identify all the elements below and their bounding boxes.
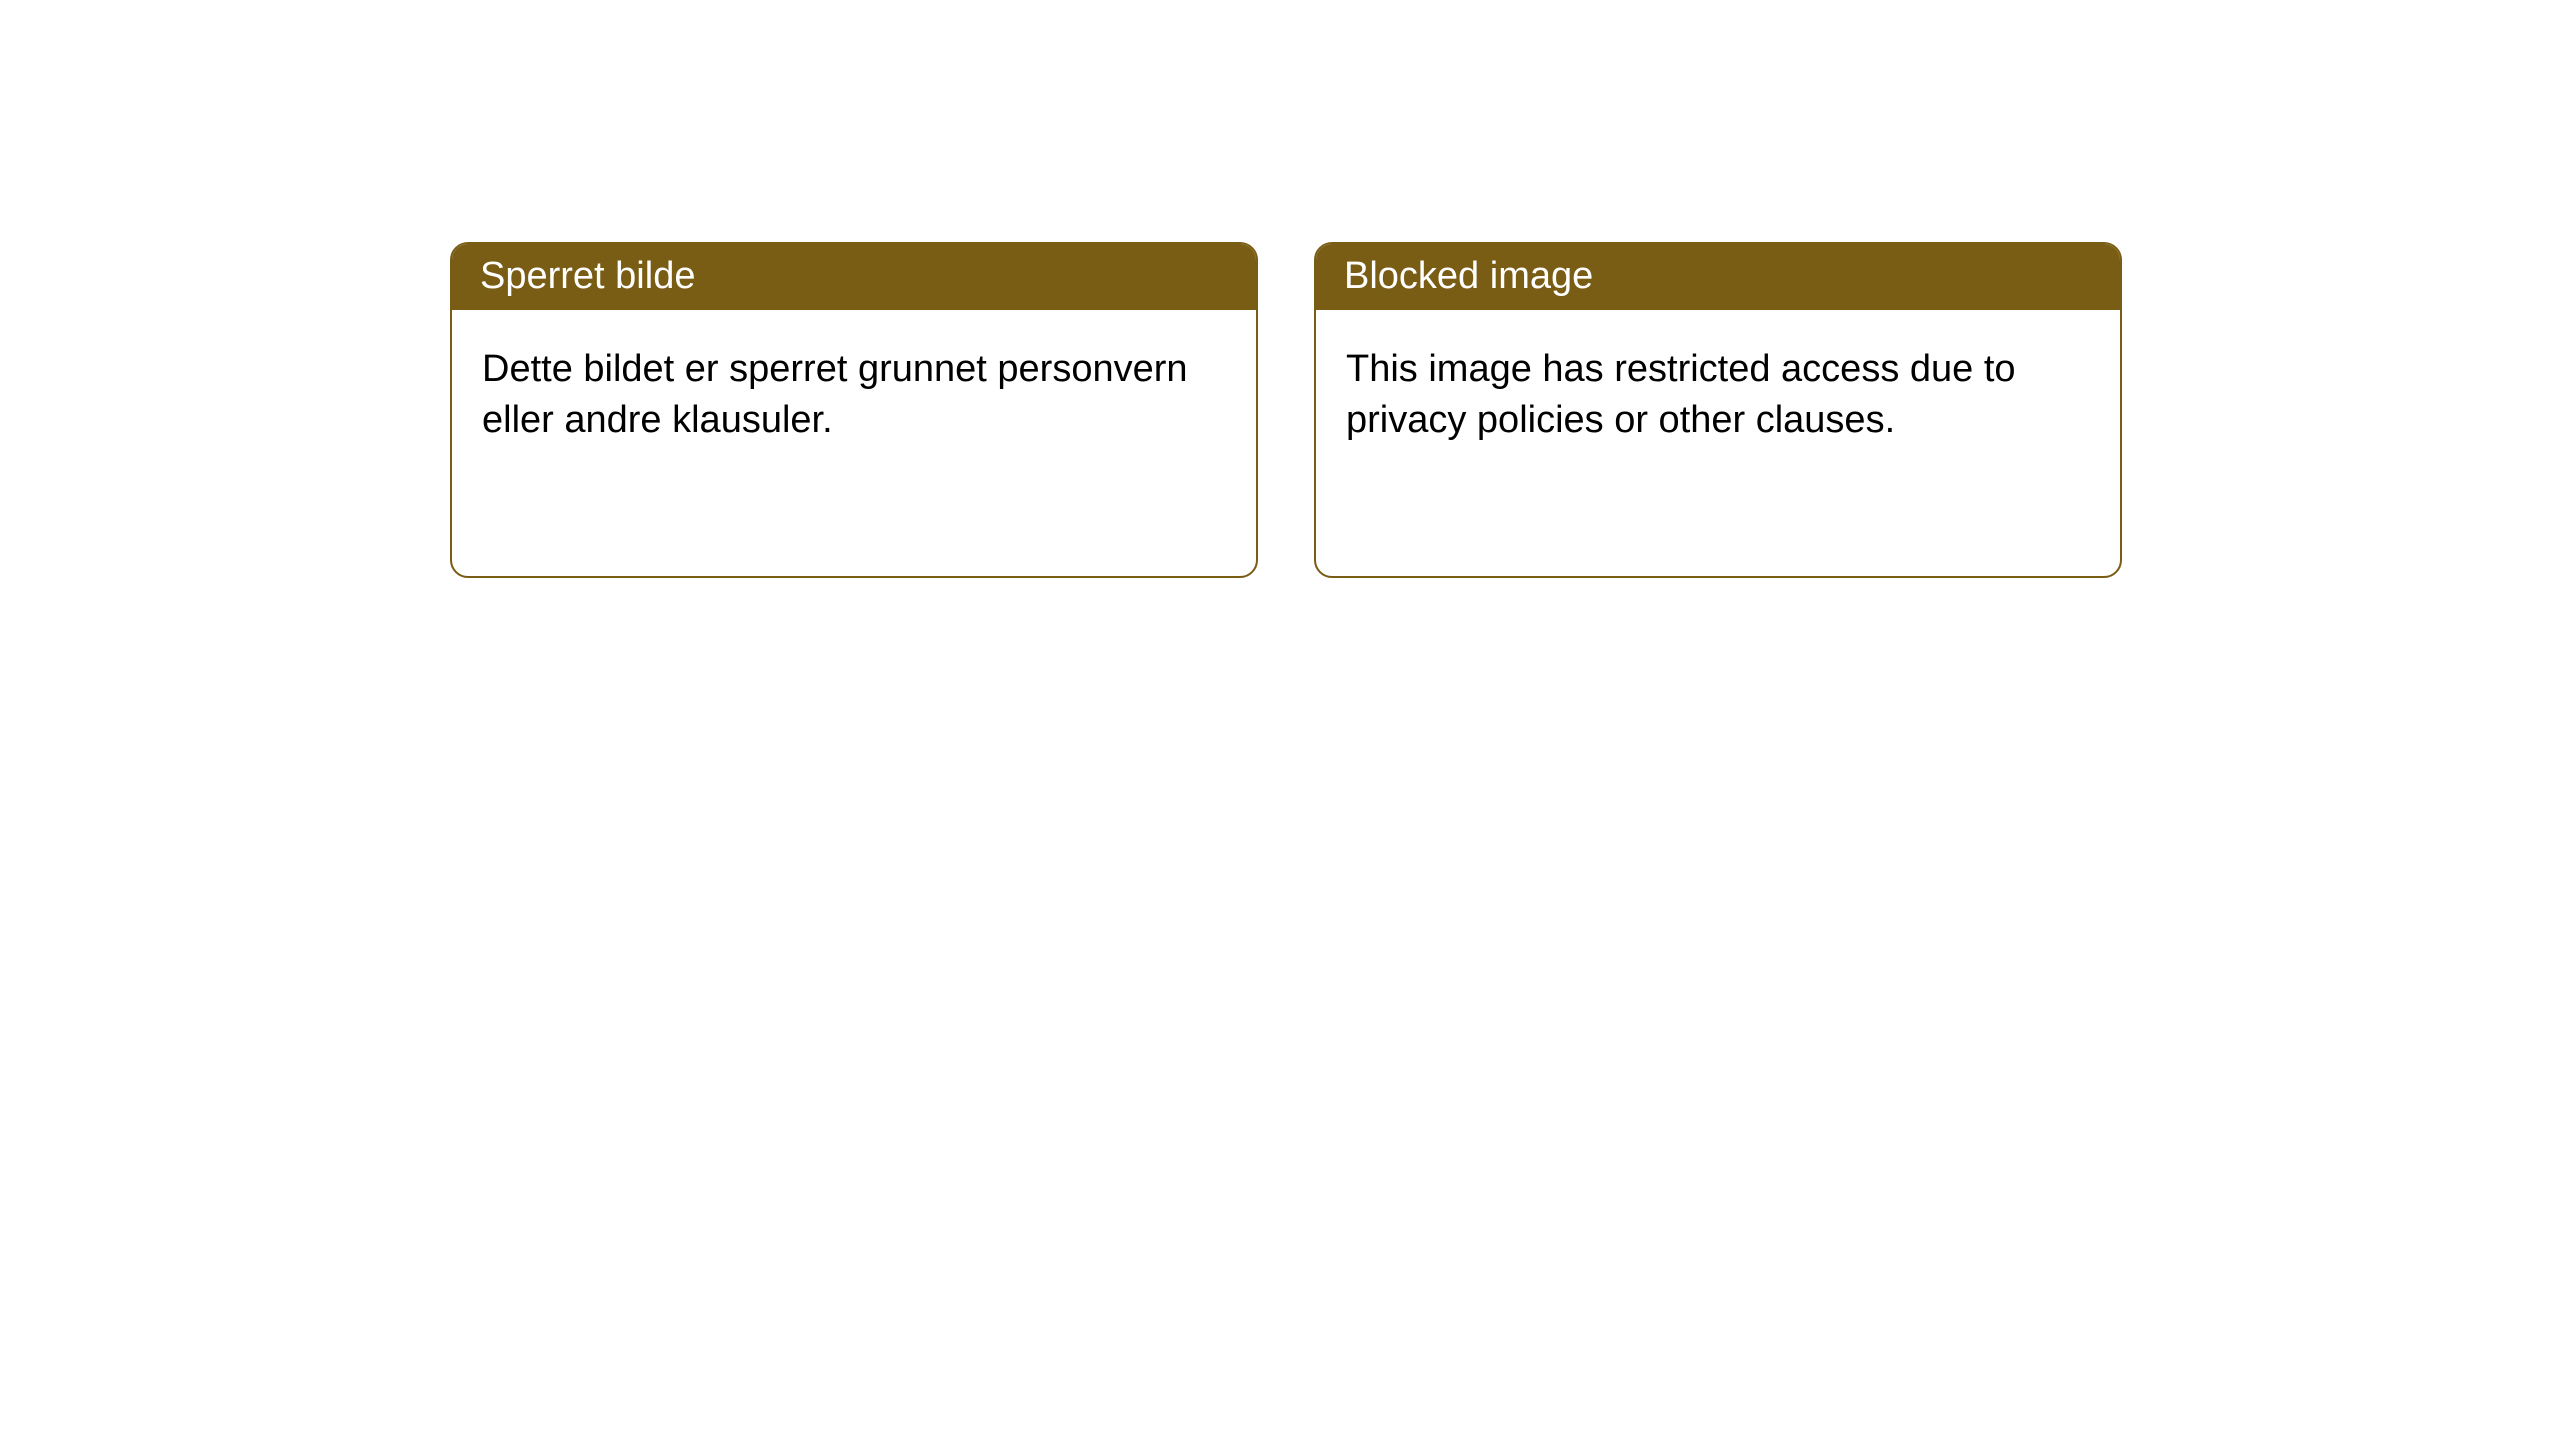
card-message: Dette bildet er sperret grunnet personve… (482, 348, 1188, 442)
card-message: This image has restricted access due to … (1346, 348, 2016, 442)
notice-card-english: Blocked image This image has restricted … (1314, 242, 2122, 578)
notice-container: Sperret bilde Dette bildet er sperret gr… (0, 0, 2560, 578)
card-title: Blocked image (1344, 255, 1593, 297)
card-body: This image has restricted access due to … (1316, 310, 2120, 477)
card-body: Dette bildet er sperret grunnet personve… (452, 310, 1256, 477)
card-header: Blocked image (1316, 244, 2120, 310)
notice-card-norwegian: Sperret bilde Dette bildet er sperret gr… (450, 242, 1258, 578)
card-title: Sperret bilde (480, 255, 695, 297)
card-header: Sperret bilde (452, 244, 1256, 310)
